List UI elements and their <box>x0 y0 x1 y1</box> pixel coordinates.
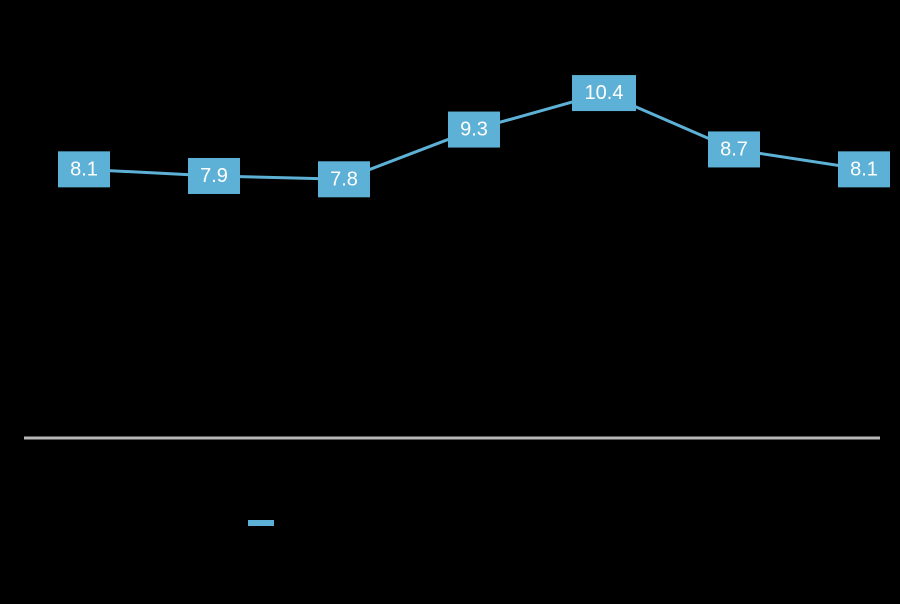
data-point: 8.1 <box>58 151 110 187</box>
data-point: 8.1 <box>838 151 890 187</box>
data-label-text: 9.3 <box>460 119 488 141</box>
data-label-text: 10.4 <box>585 82 624 104</box>
data-point: 7.8 <box>318 161 370 197</box>
line-chart: 8.1 7.9 7.8 9.3 10.4 8.7 8.1 <box>0 0 900 604</box>
data-label-text: 7.8 <box>330 168 358 190</box>
data-point: 9.3 <box>448 112 500 148</box>
data-point: 7.9 <box>188 158 240 194</box>
data-label-text: 8.7 <box>720 138 748 160</box>
data-label-text: 7.9 <box>200 165 228 187</box>
legend-swatch <box>248 520 274 526</box>
data-label-text: 8.1 <box>70 158 98 180</box>
data-point: 8.7 <box>708 131 760 167</box>
data-label-text: 8.1 <box>850 158 878 180</box>
chart-canvas: 8.1 7.9 7.8 9.3 10.4 8.7 8.1 <box>0 0 900 604</box>
data-point: 10.4 <box>572 75 636 111</box>
legend <box>248 520 282 526</box>
